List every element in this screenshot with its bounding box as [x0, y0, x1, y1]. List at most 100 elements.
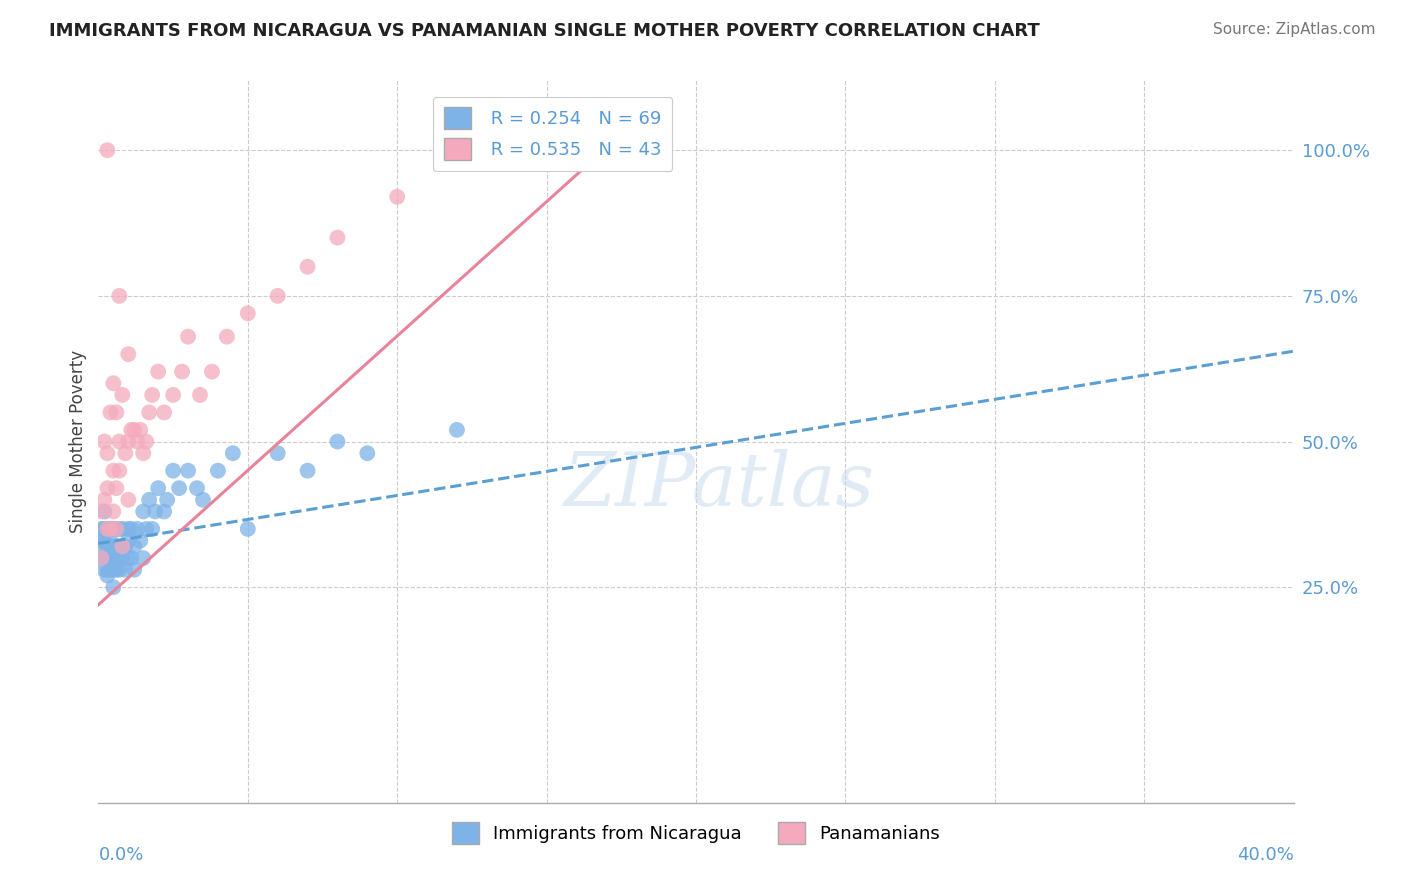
Point	[93, 522, 115, 536]
Point	[98, 405, 122, 419]
Point	[162, 464, 184, 478]
Point	[148, 365, 170, 379]
Point	[188, 388, 211, 402]
Point	[385, 190, 409, 204]
Point	[103, 551, 125, 566]
Point	[138, 405, 160, 419]
Point	[103, 540, 125, 554]
Point	[129, 423, 152, 437]
Point	[162, 388, 184, 402]
Point	[114, 540, 136, 554]
Point	[93, 563, 115, 577]
Point	[108, 563, 131, 577]
Point	[98, 551, 122, 566]
Point	[167, 481, 190, 495]
Y-axis label: Single Mother Poverty: Single Mother Poverty	[69, 350, 87, 533]
Point	[114, 563, 136, 577]
Point	[96, 522, 118, 536]
Point	[98, 533, 122, 548]
Point	[96, 540, 118, 554]
Point	[326, 230, 349, 244]
Point	[96, 481, 118, 495]
Point	[103, 563, 125, 577]
Point	[111, 551, 134, 566]
Point	[108, 551, 131, 566]
Point	[98, 522, 122, 536]
Point	[96, 563, 118, 577]
Legend: Immigrants from Nicaragua, Panamanians: Immigrants from Nicaragua, Panamanians	[444, 815, 948, 852]
Point	[177, 329, 200, 343]
Point	[297, 464, 319, 478]
Point	[98, 563, 122, 577]
Point	[117, 551, 139, 566]
Point	[93, 551, 115, 566]
Point	[93, 434, 115, 449]
Point	[93, 504, 115, 518]
Point	[117, 492, 139, 507]
Point	[111, 540, 134, 554]
Point	[177, 464, 200, 478]
Point	[108, 522, 131, 536]
Point	[90, 540, 112, 554]
Point	[111, 522, 134, 536]
Point	[135, 522, 157, 536]
Point	[105, 551, 128, 566]
Point	[98, 540, 122, 554]
Point	[108, 464, 131, 478]
Point	[124, 423, 146, 437]
Point	[96, 551, 118, 566]
Point	[103, 464, 125, 478]
Point	[201, 365, 224, 379]
Point	[105, 405, 128, 419]
Point	[117, 522, 139, 536]
Point	[117, 434, 139, 449]
Point	[222, 446, 245, 460]
Point	[96, 143, 118, 157]
Point	[215, 329, 238, 343]
Point	[124, 540, 146, 554]
Point	[153, 405, 176, 419]
Point	[120, 551, 142, 566]
Point	[96, 568, 118, 582]
Point	[103, 504, 125, 518]
Point	[103, 522, 125, 536]
Point	[90, 551, 112, 566]
Point	[90, 504, 112, 518]
Point	[93, 492, 115, 507]
Point	[141, 388, 163, 402]
Point	[186, 481, 208, 495]
Point	[105, 522, 128, 536]
Point	[127, 522, 149, 536]
Text: Source: ZipAtlas.com: Source: ZipAtlas.com	[1212, 22, 1375, 37]
Point	[108, 540, 131, 554]
Point	[132, 504, 155, 518]
Point	[96, 446, 118, 460]
Point	[90, 551, 112, 566]
Point	[156, 492, 179, 507]
Text: ZIPatlas: ZIPatlas	[564, 449, 876, 521]
Point	[120, 423, 142, 437]
Text: 40.0%: 40.0%	[1237, 847, 1294, 864]
Point	[120, 522, 142, 536]
Point	[326, 434, 349, 449]
Point	[267, 446, 290, 460]
Point	[96, 522, 118, 536]
Text: 0.0%: 0.0%	[98, 847, 143, 864]
Point	[132, 551, 155, 566]
Point	[191, 492, 214, 507]
Text: IMMIGRANTS FROM NICARAGUA VS PANAMANIAN SINGLE MOTHER POVERTY CORRELATION CHART: IMMIGRANTS FROM NICARAGUA VS PANAMANIAN …	[49, 22, 1040, 40]
Point	[108, 289, 131, 303]
Point	[148, 481, 170, 495]
Point	[90, 522, 112, 536]
Point	[90, 533, 112, 548]
Point	[105, 481, 128, 495]
Point	[103, 580, 125, 594]
Point	[297, 260, 319, 274]
Point	[127, 434, 149, 449]
Point	[267, 289, 290, 303]
Point	[114, 446, 136, 460]
Point	[111, 388, 134, 402]
Point	[98, 522, 122, 536]
Point	[105, 522, 128, 536]
Point	[446, 423, 468, 437]
